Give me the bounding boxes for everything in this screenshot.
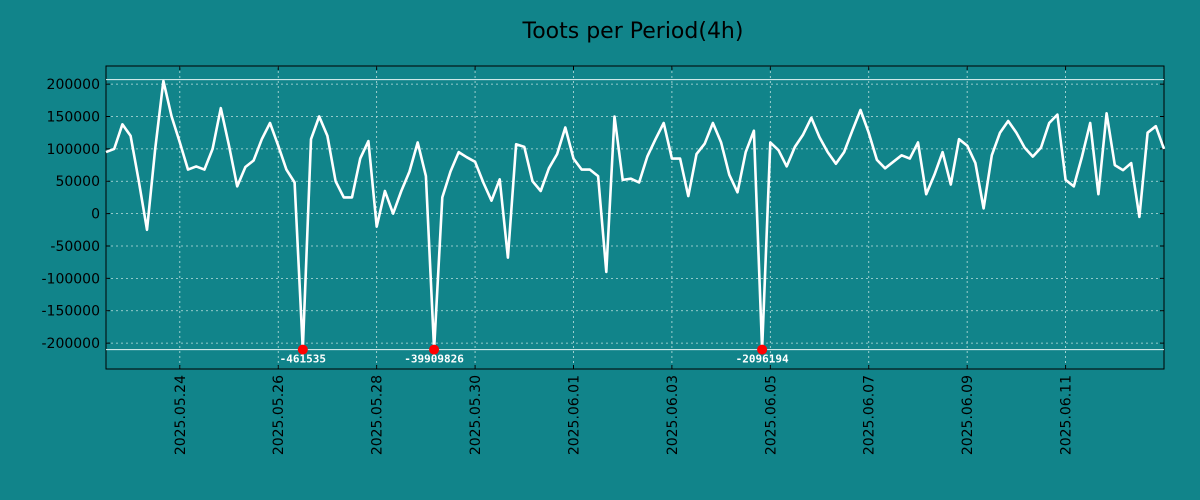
x-tick-label: 2025.06.03	[665, 375, 681, 455]
x-tick-label: 2025.05.30	[468, 375, 484, 455]
y-tick-label: -50000	[50, 239, 100, 255]
outlier-label: -461535	[280, 353, 326, 366]
y-tick-label: 50000	[55, 174, 100, 190]
x-tick-label: 2025.06.01	[566, 375, 582, 455]
outlier-marker	[297, 344, 308, 355]
annotations: -461535 -39909826 -2096194	[280, 344, 789, 366]
outlier-label: -39909826	[404, 353, 464, 366]
x-tick-label: 2025.06.05	[763, 375, 779, 455]
outlier-marker	[429, 344, 440, 355]
plot-area	[105, 65, 1165, 370]
series	[105, 79, 1166, 351]
y-tick-label: -200000	[42, 336, 101, 352]
grid	[106, 66, 1164, 369]
y-tick-label: -100000	[42, 271, 101, 287]
y-axis: -200000 -150000 -100000 -50000 0 50000 100000 1…	[42, 77, 1164, 352]
outlier-label: -2096194	[736, 353, 789, 366]
outlier-marker	[757, 344, 768, 355]
y-tick-label: -150000	[42, 304, 101, 320]
x-tick-label: 2025.06.07	[862, 375, 878, 455]
x-tick-label: 2025.06.11	[1059, 375, 1075, 455]
series-line-toots	[105, 79, 1166, 351]
y-tick-label: 100000	[47, 142, 100, 158]
chart-title: Toots per Period(4h)	[522, 19, 744, 44]
x-tick-label: 2025.06.09	[960, 375, 976, 455]
x-tick-label: 2025.05.24	[173, 375, 189, 455]
x-tick-label: 2025.05.28	[370, 375, 386, 455]
y-tick-label: 150000	[47, 110, 100, 126]
x-axis: 2025.05.24 2025.05.26 2025.05.28 2025.05.30…	[173, 66, 1075, 455]
y-tick-label: 200000	[47, 77, 100, 93]
y-tick-label: 0	[91, 207, 100, 223]
x-tick-label: 2025.05.26	[271, 375, 287, 455]
clip-band-lines	[106, 79, 1164, 351]
